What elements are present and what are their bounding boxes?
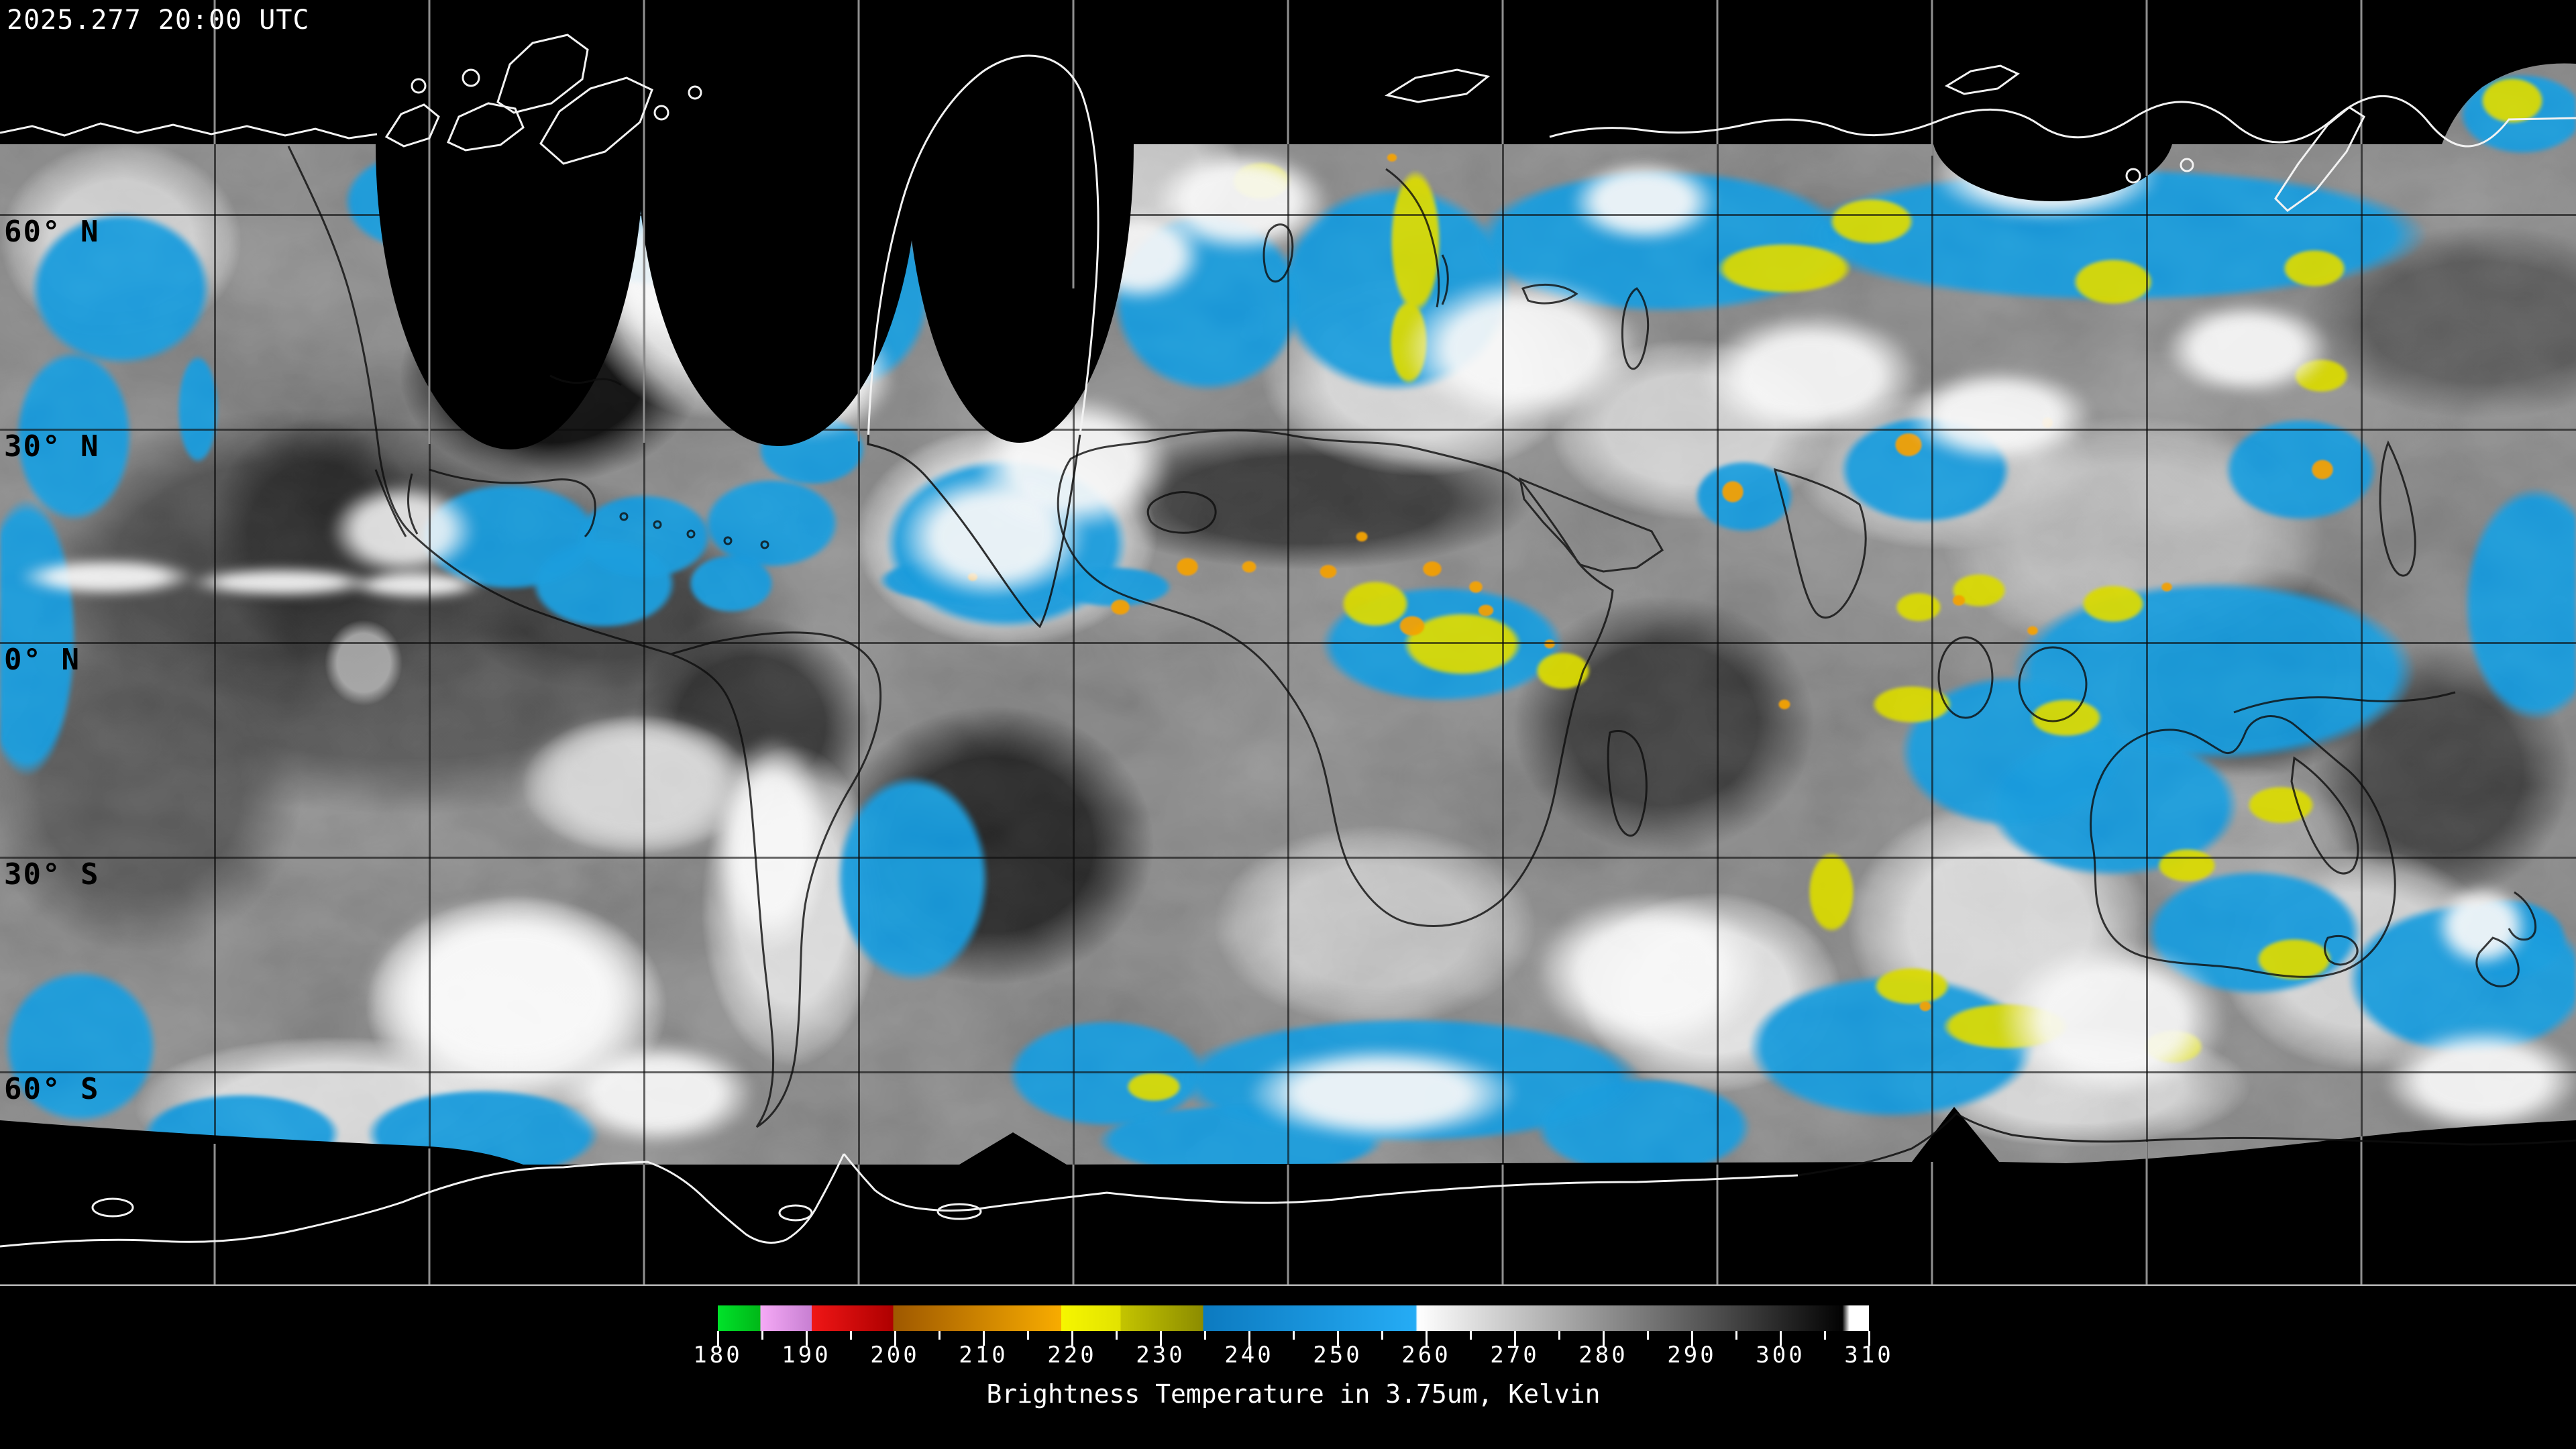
latitude-label: 30° S	[4, 857, 100, 892]
colorbar-tick-label: 260	[1401, 1342, 1451, 1368]
colorbar-tick-label: 280	[1578, 1342, 1628, 1368]
nodata-and-coastlines	[0, 0, 2576, 1286]
colorbar-tick	[1248, 1331, 1250, 1346]
nodata-scallop	[1932, 67, 2174, 201]
colorbar-tick	[1336, 1331, 1339, 1346]
colorbar-tick-label: 220	[1047, 1342, 1097, 1368]
latitude-gridline	[0, 642, 2576, 644]
colorbar-tick	[1071, 1331, 1073, 1346]
greenland-coastline-lower	[867, 435, 1081, 629]
timestamp: 2025.277 20:00 UTC	[7, 5, 310, 36]
colorbar-tick	[716, 1331, 719, 1346]
latitude-gridline	[0, 214, 2576, 216]
colorbar-tick-label: 200	[870, 1342, 920, 1368]
colorbar-tick	[1558, 1331, 1560, 1340]
colorbar-tick	[1115, 1331, 1118, 1340]
colorbar-tick	[1425, 1331, 1428, 1346]
colorbar-tick	[1381, 1331, 1383, 1340]
colorbar-caption: Brightness Temperature in 3.75um, Kelvin	[986, 1379, 1601, 1409]
colorbar-tick	[1779, 1331, 1782, 1346]
colorbar-tick	[761, 1331, 763, 1340]
colorbar-tick	[1026, 1331, 1029, 1340]
colorbar-tick	[1735, 1331, 1737, 1340]
nodata-scallop	[637, 0, 919, 446]
latitude-label: 0° N	[4, 643, 80, 677]
colorbar-tick	[938, 1331, 941, 1340]
world-brightness-temperature-map: 60° N 30° N 0° N 30° S 60° S	[0, 0, 2576, 1286]
colorbar-tick-label: 180	[693, 1342, 743, 1368]
antarctic-coastline-east	[1797, 1112, 2576, 1177]
continent-coastlines	[287, 146, 2537, 1128]
colorbar-tick-label: 310	[1844, 1342, 1894, 1368]
colorbar-tick-label: 210	[959, 1342, 1008, 1368]
arctic-coastlines	[0, 34, 2576, 212]
sun-glint-disk	[325, 620, 402, 706]
colorbar-tick	[1513, 1331, 1516, 1346]
antarctic-coastline	[0, 1153, 1799, 1248]
latitude-gridline	[0, 429, 2576, 431]
colorbar-tick	[1159, 1331, 1162, 1346]
colorbar-tick	[894, 1331, 896, 1346]
colorbar-tick-label: 300	[1756, 1342, 1805, 1368]
colorbar	[718, 1305, 1869, 1331]
colorbar-tick-label: 190	[782, 1342, 831, 1368]
colorbar-tick-label: 290	[1667, 1342, 1717, 1368]
colorbar-tick	[849, 1331, 852, 1340]
colorbar-tick	[982, 1331, 985, 1346]
latitude-label: 60° S	[4, 1072, 100, 1106]
latitude-gridline	[0, 1071, 2576, 1073]
colorbar-tick	[1602, 1331, 1605, 1346]
colorbar-tick	[1292, 1331, 1295, 1340]
colorbar-tick	[1868, 1331, 1870, 1346]
colorbar-tick	[1469, 1331, 1472, 1340]
nodata-scallop	[376, 0, 644, 449]
colorbar-tick	[1823, 1331, 1826, 1340]
colorbar-tick-label: 270	[1490, 1342, 1540, 1368]
latitude-gridline	[0, 857, 2576, 859]
latitude-label: 60° N	[4, 215, 100, 249]
colorbar-tick	[1690, 1331, 1693, 1346]
colorbar-tick	[805, 1331, 808, 1346]
latitude-label: 30° N	[4, 429, 100, 464]
colorbar-tick	[1646, 1331, 1649, 1340]
nodata-scallop	[906, 0, 1134, 443]
colorbar-legend: Brightness Temperature in 3.75um, Kelvin…	[0, 1286, 2576, 1449]
colorbar-tick	[1203, 1331, 1206, 1340]
graticule	[0, 0, 2576, 1286]
greenland-coastline-upper	[867, 54, 1099, 435]
colorbar-tick-label: 240	[1224, 1342, 1274, 1368]
colorbar-tick-label: 230	[1136, 1342, 1185, 1368]
graticule-light	[213, 0, 2363, 1286]
colorbar-tick-label: 250	[1313, 1342, 1362, 1368]
